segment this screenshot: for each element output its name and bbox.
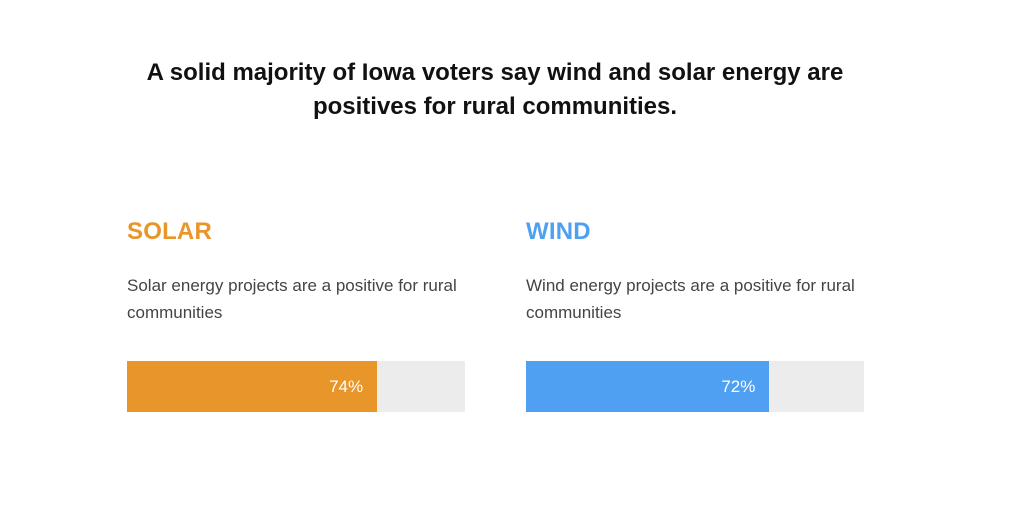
wind-bar: 72% [526, 361, 770, 412]
wind-panel: WIND Wind energy projects are a positive… [526, 216, 866, 412]
solar-heading: SOLAR [127, 218, 212, 245]
wind-value-label: 72% [721, 377, 756, 396]
wind-description: Wind energy projects are a positive for … [526, 276, 855, 322]
solar-bar-track: 74% [127, 361, 465, 412]
solar-value-label: 74% [329, 377, 364, 396]
solar-panel: SOLAR Solar energy projects are a positi… [127, 216, 467, 412]
chart-title: A solid majority of Iowa voters say wind… [146, 59, 844, 120]
solar-description: Solar energy projects are a positive for… [127, 276, 457, 322]
solar-bar: 74% [127, 361, 378, 412]
wind-bar-track: 72% [526, 361, 864, 412]
wind-heading: WIND [526, 218, 591, 245]
